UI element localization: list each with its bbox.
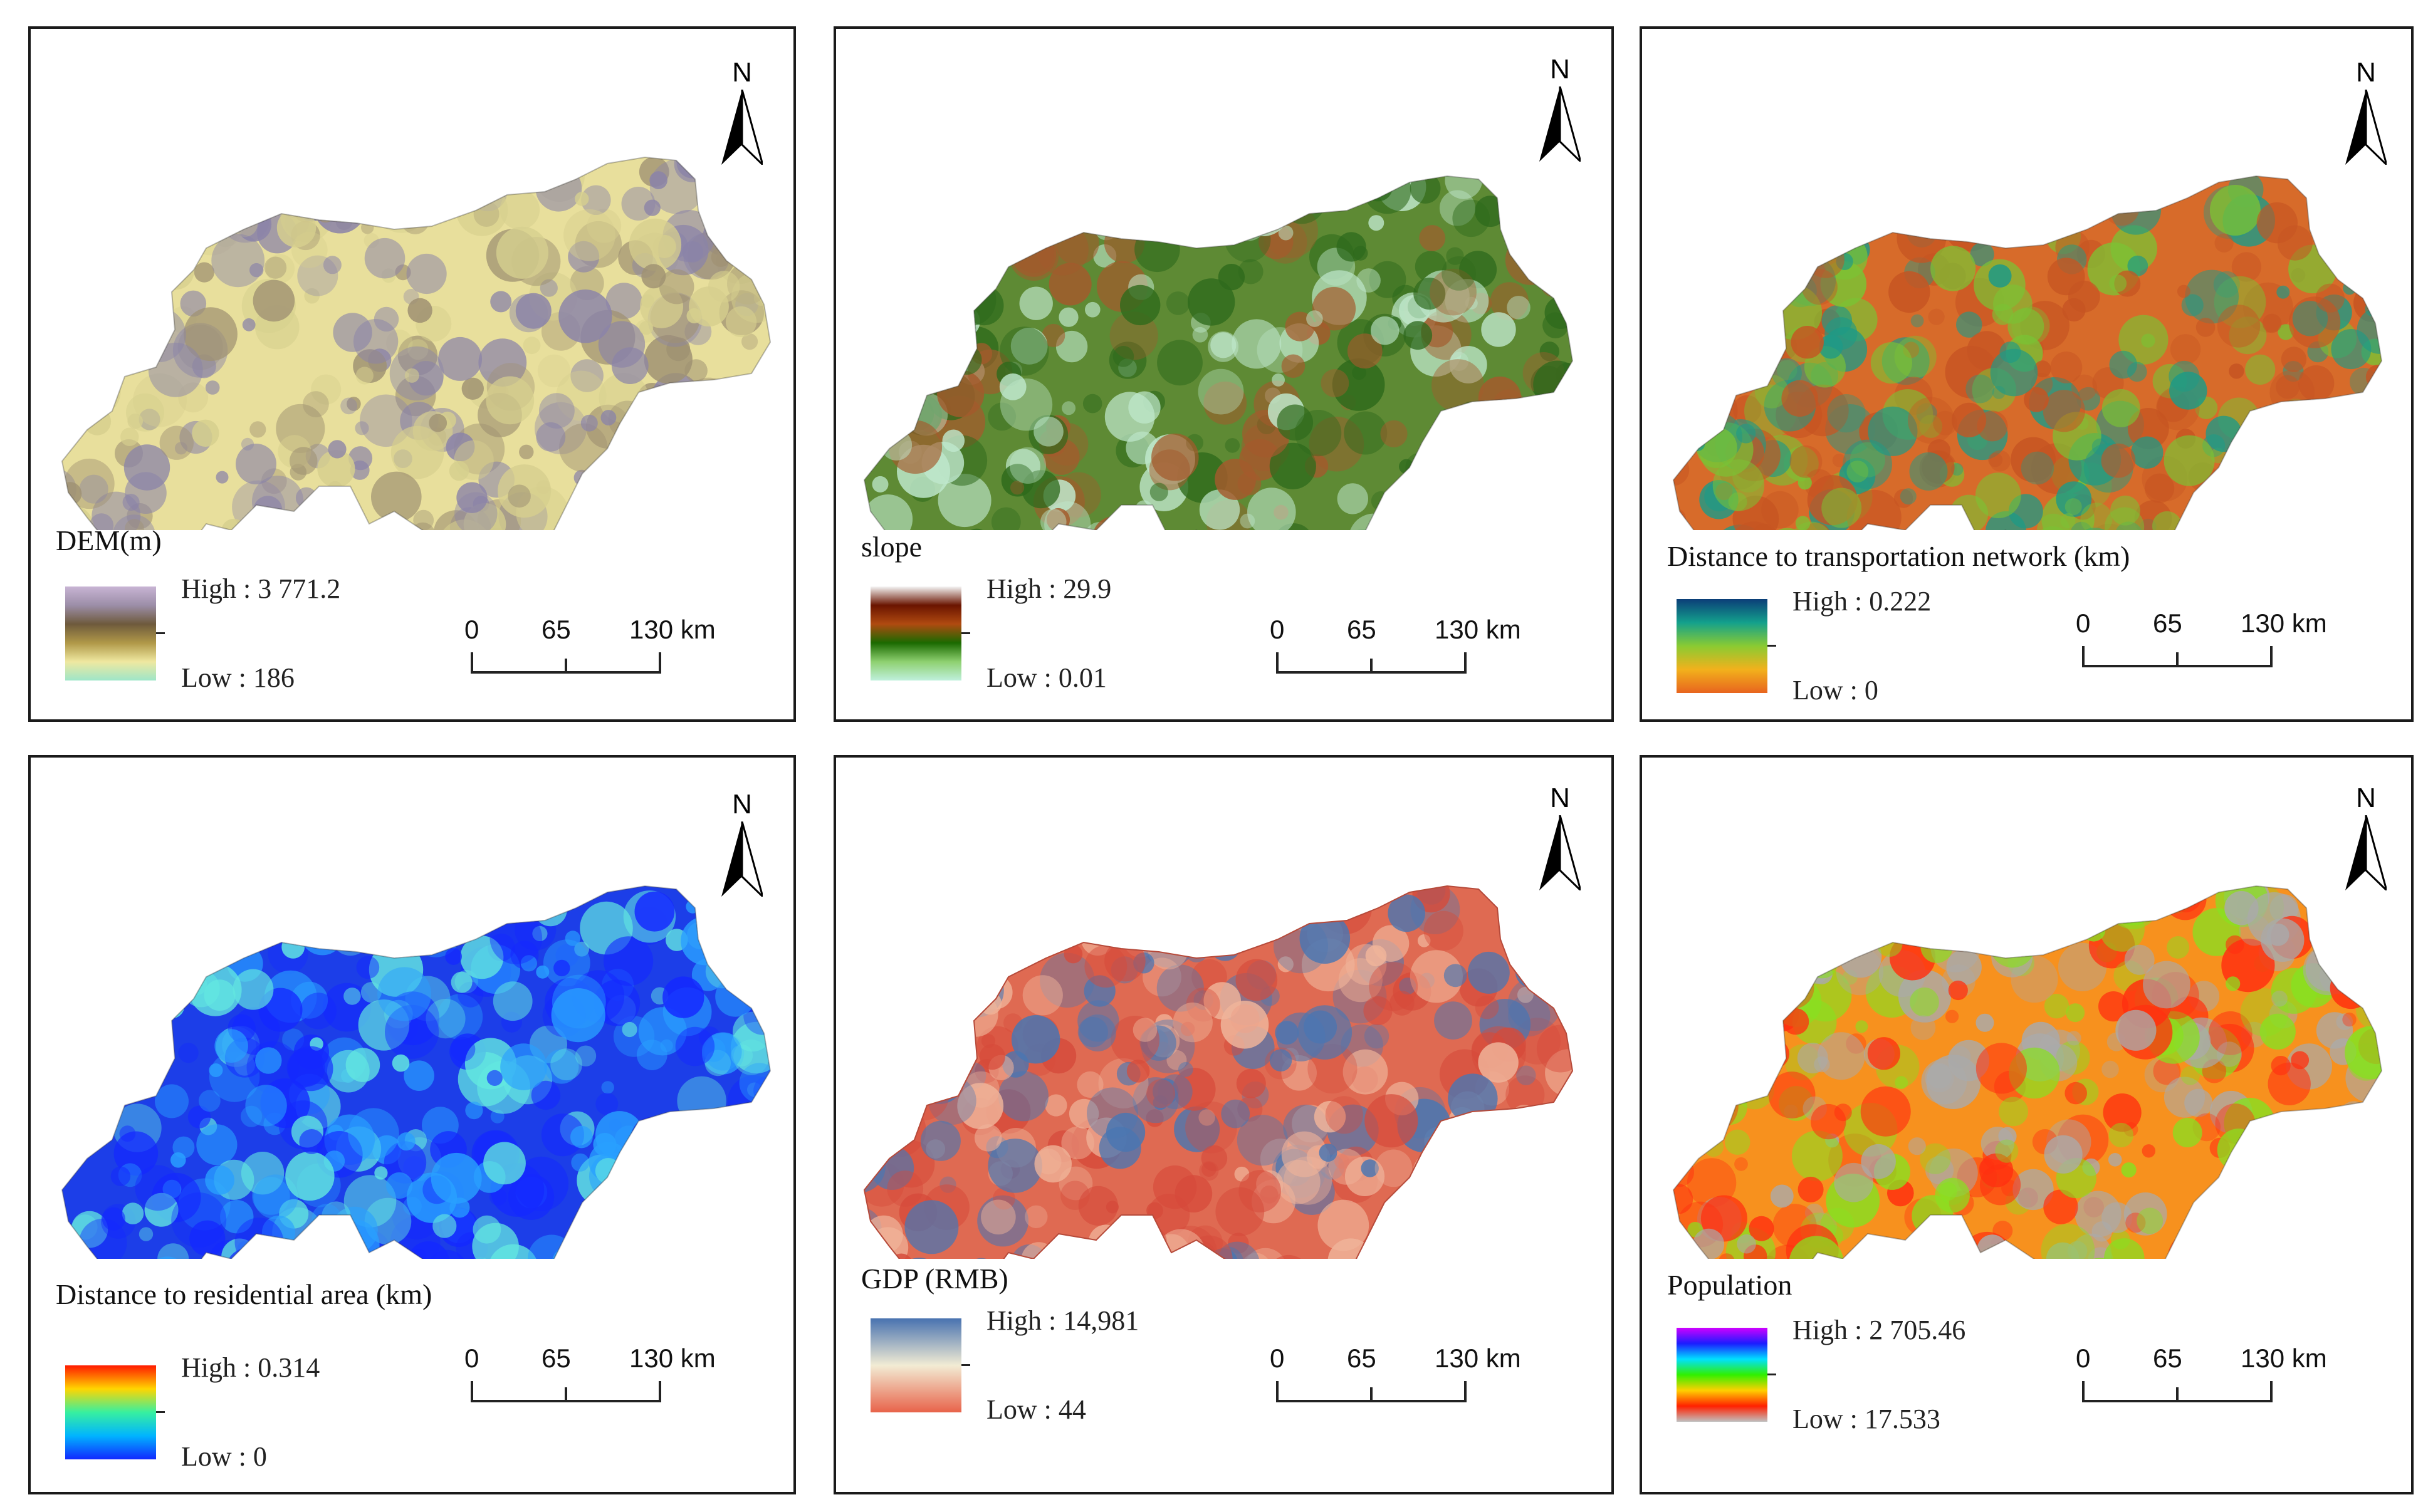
scale-bar-label: 130 km (629, 615, 716, 644)
north-arrow-label: N (2356, 57, 2376, 88)
north-arrow-icon (1539, 815, 1581, 890)
population-map-panel: N Population High : 2 705.46 Low : 17.533 0 6… (1640, 755, 2414, 1494)
north-arrow: N (1532, 54, 1588, 167)
region-map (863, 885, 1574, 1259)
legend-mid-tick (156, 632, 165, 634)
legend-low-label: Low : 0.01 (986, 662, 1107, 693)
north-arrow-icon (1539, 86, 1581, 162)
legend-color-ramp (1677, 599, 1767, 693)
scale-bar-label: 65 (2153, 1343, 2182, 1373)
north-arrow-icon (2345, 815, 2387, 890)
north-arrow: N (714, 789, 770, 902)
scale-bar: 0 65 130 km (1270, 615, 1538, 684)
legend-title: GDP (RMB) (861, 1263, 1008, 1295)
region-map (61, 885, 772, 1259)
scale-bar-label: 0 (1270, 1343, 1285, 1373)
north-arrow-icon (721, 90, 763, 165)
scale-bar-line (471, 652, 661, 674)
scale-bar-label: 0 (464, 1343, 479, 1373)
north-arrow-label: N (1550, 783, 1570, 813)
scale-bar-label: 0 (464, 615, 479, 644)
scale-bar-label: 65 (542, 615, 571, 644)
legend-title: DEM(m) (56, 524, 162, 556)
transport-distance-map-panel: N Distance to transportation network (km)… (1640, 26, 2414, 722)
dem-map-panel: N DEM(m) High : 3 771.2 Low : 186 0 65 130 km (28, 26, 796, 722)
north-arrow-icon (721, 821, 763, 897)
legend-color-ramp (1677, 1328, 1767, 1422)
legend-low-label: Low : 44 (986, 1394, 1086, 1425)
scale-bar-label: 65 (1347, 1343, 1376, 1373)
scale-bar: 0 65 130 km (2076, 608, 2344, 677)
legend-color-ramp (65, 587, 156, 680)
legend-high-label: High : 0.222 (1792, 586, 1932, 617)
scale-bar-label: 0 (2076, 608, 2091, 638)
scale-bar: 0 65 130 km (464, 1343, 733, 1412)
legend-mid-tick (1767, 645, 1776, 647)
scale-bar-label: 0 (2076, 1343, 2091, 1373)
region-map (863, 175, 1574, 530)
scale-bar-label: 130 km (629, 1343, 716, 1373)
scale-bar: 0 65 130 km (464, 615, 733, 684)
scale-bar-line (2082, 1381, 2273, 1402)
scale-bar-line (1276, 652, 1467, 674)
scale-bar-label: 65 (2153, 608, 2182, 638)
legend-high-label: High : 29.9 (986, 573, 1112, 604)
scale-bar-label: 130 km (2241, 608, 2327, 638)
region-map (61, 156, 772, 530)
legend-mid-tick (961, 632, 970, 634)
legend-title: slope (861, 531, 923, 563)
legend-high-label: High : 2 705.46 (1792, 1315, 1966, 1345)
legend-color-ramp (871, 1318, 961, 1412)
legend-color-ramp (65, 1365, 156, 1459)
legend-low-label: Low : 0 (1792, 675, 1878, 706)
region-map (1672, 175, 2383, 530)
legend-low-label: Low : 17.533 (1792, 1404, 1940, 1434)
scale-bar-label: 130 km (1435, 1343, 1521, 1373)
legend-low-label: Low : 186 (181, 662, 295, 693)
gdp-map-panel: N GDP (RMB) High : 14,981 Low : 44 0 65 130 km (834, 755, 1614, 1494)
scale-bar-label: 0 (1270, 615, 1285, 644)
scale-bar-line (471, 1381, 661, 1402)
scale-bar-label: 130 km (2241, 1343, 2327, 1373)
north-arrow-label: N (2356, 783, 2376, 813)
scale-bar-label: 65 (1347, 615, 1376, 644)
scale-bar-line (2082, 646, 2273, 667)
north-arrow: N (1532, 783, 1588, 895)
scale-bar-label: 65 (542, 1343, 571, 1373)
legend-high-label: High : 0.314 (181, 1352, 320, 1383)
north-arrow: N (2338, 57, 2394, 170)
residential-distance-map-panel: N Distance to residential area (km) High :… (28, 755, 796, 1494)
north-arrow-label: N (732, 57, 752, 88)
legend-mid-tick (961, 1364, 970, 1366)
legend-title: Distance to transportation network (km) (1667, 540, 2130, 572)
north-arrow-icon (2345, 90, 2387, 165)
region-map (1672, 885, 2383, 1259)
north-arrow: N (2338, 783, 2394, 895)
legend-high-label: High : 14,981 (986, 1305, 1139, 1336)
north-arrow: N (714, 57, 770, 170)
scale-bar: 0 65 130 km (2076, 1343, 2344, 1412)
legend-mid-tick (1767, 1374, 1776, 1375)
legend-title: Distance to residential area (km) (56, 1278, 432, 1310)
legend-high-label: High : 3 771.2 (181, 573, 341, 604)
legend-mid-tick (156, 1411, 165, 1413)
scale-bar-label: 130 km (1435, 615, 1521, 644)
north-arrow-label: N (732, 789, 752, 820)
legend-color-ramp (871, 587, 961, 680)
north-arrow-label: N (1550, 54, 1570, 85)
legend-title: Population (1667, 1269, 1792, 1301)
scale-bar: 0 65 130 km (1270, 1343, 1538, 1412)
scale-bar-line (1276, 1381, 1467, 1402)
legend-low-label: Low : 0 (181, 1441, 267, 1472)
